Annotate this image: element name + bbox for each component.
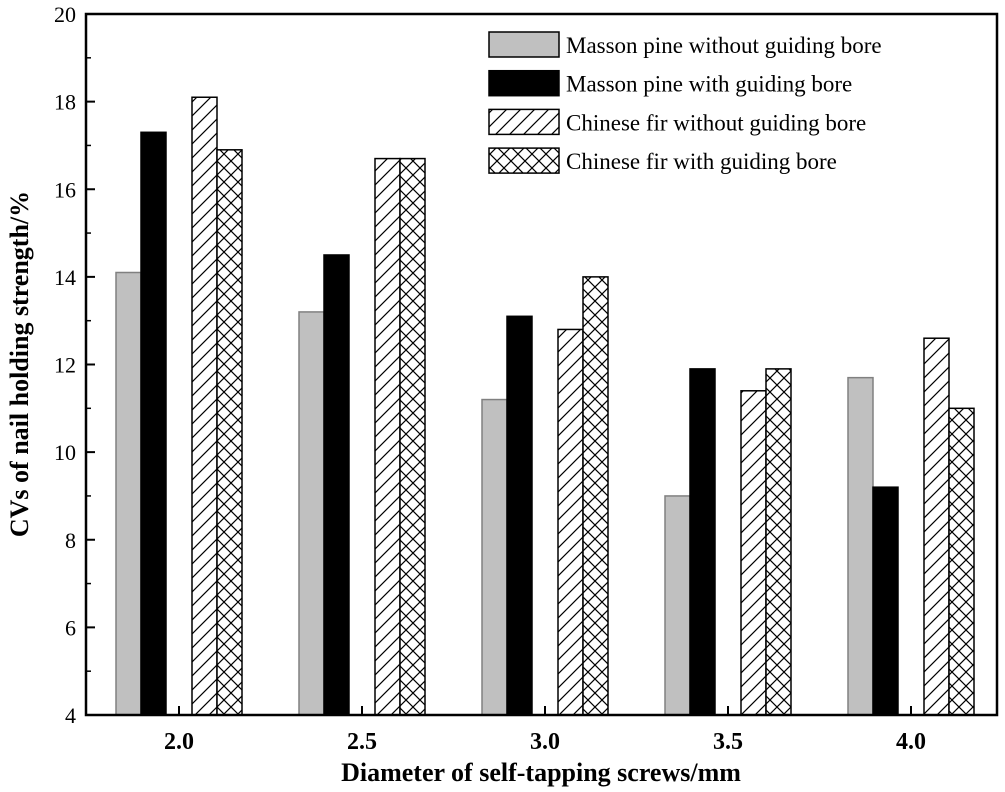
- x-tick-label: 2.5: [347, 729, 377, 755]
- x-axis-label: Diameter of self-tapping screws/mm: [341, 758, 741, 787]
- y-tick-label: 12: [54, 353, 76, 378]
- bar-gray-3.5: [664, 495, 691, 716]
- bar-crosshatch-3.5: [765, 368, 792, 716]
- legend-label: Chinese fir without guiding bore: [566, 110, 866, 135]
- bar-black-2.5: [323, 254, 350, 716]
- legend-label: Chinese fir with guiding bore: [566, 149, 837, 174]
- bar-crosshatch-4.0: [948, 407, 975, 716]
- y-tick-label: 10: [54, 440, 76, 465]
- x-tick-label: 3.0: [530, 729, 560, 755]
- y-tick-label: 18: [54, 90, 76, 115]
- x-tick-label: 2.0: [164, 729, 194, 755]
- bar-black-2.0: [140, 131, 167, 716]
- y-tick-label: 6: [65, 615, 76, 640]
- y-tick-label: 16: [54, 177, 76, 202]
- y-tick-label: 8: [65, 528, 76, 553]
- bar-diagonal-4.0: [923, 337, 950, 716]
- bar-black-3.5: [689, 368, 716, 716]
- x-tick-label: 3.5: [713, 729, 743, 755]
- bar-diagonal-2.0: [191, 96, 218, 716]
- legend-swatch: [488, 31, 560, 58]
- legend-swatch: [488, 147, 560, 174]
- y-tick-label: 20: [54, 2, 76, 27]
- y-tick-label: 4: [65, 703, 76, 728]
- bar-crosshatch-2.0: [216, 149, 243, 716]
- bar-crosshatch-2.5: [399, 157, 426, 716]
- legend-label: Masson pine with guiding bore: [566, 72, 852, 97]
- legend-swatch: [488, 69, 560, 97]
- bar-diagonal-3.0: [557, 328, 584, 716]
- bar-gray-2.0: [115, 271, 142, 716]
- bar-crosshatch-3.0: [582, 276, 609, 716]
- legend-swatch: [488, 108, 560, 136]
- bar-gray-2.5: [298, 311, 325, 716]
- x-tick-label: 4.0: [896, 729, 926, 755]
- y-axis-label: CVs of nail holding strength/%: [5, 191, 34, 537]
- y-tick-label: 14: [54, 265, 76, 290]
- legend: Masson pine without guiding bore Masson p…: [488, 31, 882, 174]
- bar-black-3.0: [506, 315, 533, 716]
- bar-gray-3.0: [481, 398, 508, 716]
- bar-black-4.0: [872, 486, 899, 716]
- bar-diagonal-2.5: [374, 157, 401, 716]
- bar-gray-4.0: [847, 376, 874, 716]
- legend-label: Masson pine without guiding bore: [566, 33, 882, 58]
- bar-diagonal-3.5: [740, 390, 767, 716]
